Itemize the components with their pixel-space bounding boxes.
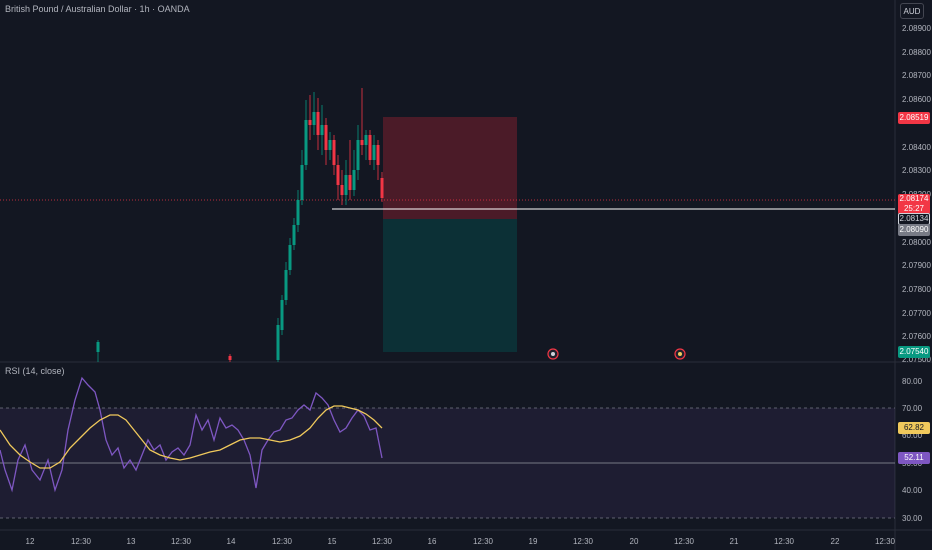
rsi-label: 60.00 bbox=[902, 431, 923, 440]
news-event-icon[interactable] bbox=[674, 348, 686, 360]
candle-body bbox=[344, 175, 348, 195]
rsi-indicator-title[interactable]: RSI (14, close) bbox=[5, 366, 65, 376]
candle-body bbox=[324, 125, 328, 150]
time-axis[interactable]: 12 12:30 13 12:30 14 12:30 15 12:30 16 1… bbox=[26, 537, 896, 546]
candle-body bbox=[380, 178, 384, 198]
candle-body bbox=[288, 245, 292, 270]
price-label: 2.08900 bbox=[902, 24, 931, 33]
time-label: 12:30 bbox=[473, 537, 494, 546]
target-top-price-badge: 2.08519 bbox=[898, 112, 930, 124]
short-position-risk-zone[interactable] bbox=[383, 117, 517, 219]
time-label: 22 bbox=[831, 537, 840, 546]
price-label: 2.07600 bbox=[902, 332, 931, 341]
price-label: 2.07700 bbox=[902, 309, 931, 318]
time-label: 19 bbox=[529, 537, 538, 546]
candle-body bbox=[292, 225, 296, 245]
candle-body bbox=[352, 170, 356, 190]
candle-body bbox=[340, 185, 344, 195]
candle-body bbox=[284, 270, 288, 300]
candle-body bbox=[368, 135, 372, 160]
time-label: 12:30 bbox=[774, 537, 795, 546]
price-label: 2.08800 bbox=[902, 48, 931, 57]
stop-price-badge: 2.08090 bbox=[898, 224, 930, 236]
candle-body bbox=[96, 342, 100, 352]
candle-body bbox=[328, 140, 332, 150]
news-event-icon[interactable] bbox=[547, 348, 559, 360]
candle-body bbox=[312, 112, 316, 125]
candle-body bbox=[376, 145, 380, 165]
rsi-value-badge: 52.11 bbox=[898, 452, 930, 464]
price-label: 2.07800 bbox=[902, 285, 931, 294]
currency-button[interactable]: AUD bbox=[900, 3, 924, 19]
time-label: 12:30 bbox=[875, 537, 896, 546]
price-label: 2.08700 bbox=[902, 71, 931, 80]
price-label: 2.07900 bbox=[902, 261, 931, 270]
time-label: 12:30 bbox=[573, 537, 594, 546]
candle-body bbox=[304, 120, 308, 165]
time-label: 12:30 bbox=[372, 537, 393, 546]
time-label: 20 bbox=[630, 537, 639, 546]
bar-countdown: 25:27 bbox=[903, 204, 925, 213]
rsi-moving-average-line bbox=[0, 405, 383, 469]
candle-body bbox=[348, 175, 352, 190]
candle-body bbox=[336, 165, 340, 185]
rsi-ma-value-badge: 62.82 bbox=[898, 422, 930, 434]
time-label: 12:30 bbox=[171, 537, 192, 546]
rsi-line bbox=[0, 376, 383, 493]
current-price-value: 2.08174 bbox=[899, 194, 929, 203]
time-label: 12 bbox=[26, 537, 35, 546]
current-price-badge: 2.08174 25:27 bbox=[898, 194, 930, 214]
time-label: 12:30 bbox=[71, 537, 92, 546]
rsi-label: 80.00 bbox=[902, 377, 923, 386]
time-label: 15 bbox=[328, 537, 337, 546]
candle-body bbox=[296, 200, 300, 225]
price-label: 2.08000 bbox=[902, 238, 931, 247]
short-position-reward-zone[interactable] bbox=[383, 219, 517, 352]
rsi-label: 30.00 bbox=[902, 514, 923, 523]
candle-body bbox=[300, 165, 304, 200]
time-label: 13 bbox=[127, 537, 136, 546]
price-label: 2.08400 bbox=[902, 143, 931, 152]
price-label: 2.08300 bbox=[902, 166, 931, 175]
time-label: 12:30 bbox=[674, 537, 695, 546]
rsi-label: 70.00 bbox=[902, 404, 923, 413]
candle-body bbox=[364, 135, 368, 145]
candle-body bbox=[356, 140, 360, 170]
time-label: 21 bbox=[730, 537, 739, 546]
candle-body bbox=[320, 125, 324, 135]
rsi-label: 40.00 bbox=[902, 486, 923, 495]
candle-body bbox=[332, 140, 336, 165]
target-price-badge: 2.07540 bbox=[898, 346, 930, 358]
time-label: 16 bbox=[428, 537, 437, 546]
price-label: 2.08600 bbox=[902, 95, 931, 104]
candle-body bbox=[228, 356, 232, 360]
time-label: 12:30 bbox=[272, 537, 293, 546]
time-label: 14 bbox=[227, 537, 236, 546]
candle-body bbox=[308, 120, 312, 125]
price-label: 2.07500 bbox=[902, 355, 931, 364]
candlestick-series bbox=[96, 88, 384, 362]
candle-body bbox=[360, 140, 364, 145]
chart-title: British Pound / Australian Dollar · 1h ·… bbox=[5, 4, 190, 14]
candle-body bbox=[372, 145, 376, 160]
candle-body bbox=[316, 112, 320, 135]
candle-body bbox=[276, 325, 280, 360]
rsi-axis[interactable]: 80.00 70.00 60.00 50.00 40.00 30.00 bbox=[902, 377, 923, 523]
candle-body bbox=[280, 300, 284, 330]
